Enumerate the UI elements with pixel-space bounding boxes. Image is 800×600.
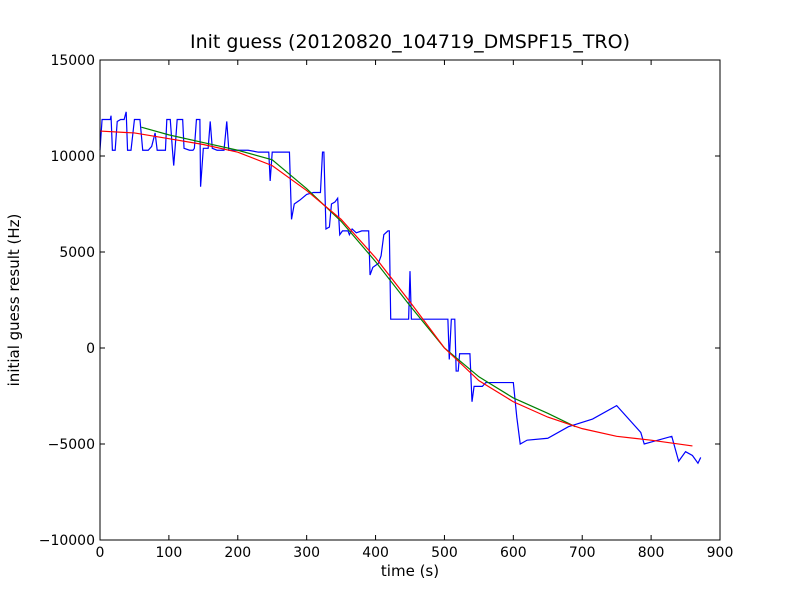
series-line-1 — [99, 111, 702, 465]
x-tick-label: 200 — [224, 545, 251, 561]
y-tick-label: −10000 — [39, 533, 95, 549]
y-tick-label: 5000 — [59, 245, 95, 261]
plot-frame — [99, 59, 721, 541]
x-tick-label: 100 — [156, 545, 183, 561]
series-layer — [99, 111, 702, 465]
x-axis: 0 100 200 300 400 500 600 700 800 900 — [96, 60, 734, 561]
x-tick-label: 400 — [362, 545, 389, 561]
x-tick-label: 300 — [293, 545, 320, 561]
series-line-3 — [99, 130, 693, 447]
x-tick-label: 0 — [96, 545, 105, 561]
y-axis: −10000 −5000 0 5000 10000 15000 — [39, 53, 720, 549]
x-axis-label: time (s) — [381, 562, 439, 580]
y-tick-label: 0 — [86, 341, 95, 357]
y-tick-label: −5000 — [48, 437, 95, 453]
chart-title: Init guess (20120820_104719_DMSPF15_TRO) — [190, 31, 630, 53]
x-tick-label: 800 — [638, 545, 665, 561]
y-tick-label: 10000 — [50, 149, 95, 165]
y-tick-label: 15000 — [50, 53, 95, 69]
x-tick-label: 700 — [569, 545, 596, 561]
x-tick-label: 500 — [431, 545, 458, 561]
x-tick-label: 600 — [500, 545, 527, 561]
x-tick-label: 900 — [707, 545, 734, 561]
series-line-2 — [141, 126, 576, 428]
y-axis-label: initial guess result (Hz) — [5, 214, 23, 387]
